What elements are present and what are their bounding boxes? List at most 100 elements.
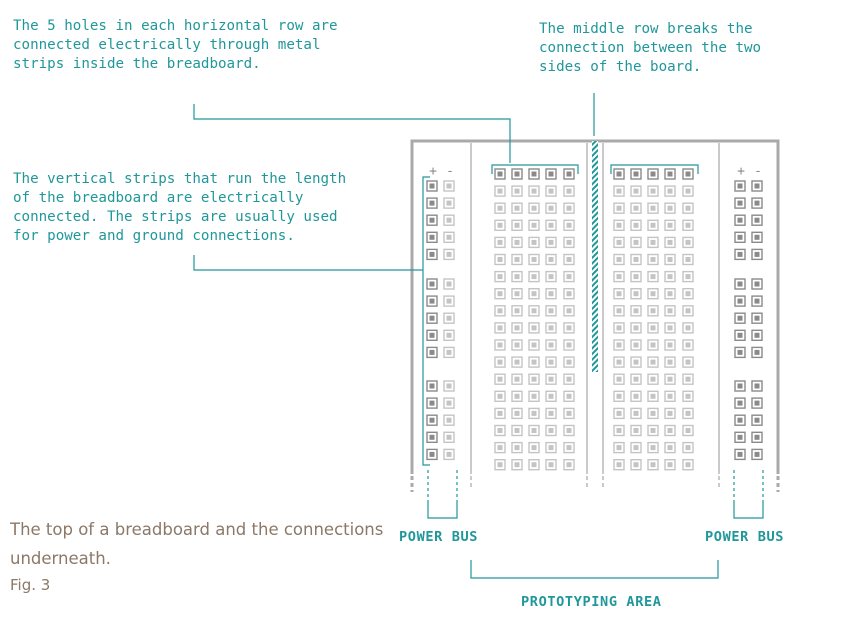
bus-hole-center	[446, 349, 452, 355]
terminal-hole-center	[566, 410, 572, 416]
bus-hole-center	[737, 234, 743, 240]
bus-hole-center	[737, 281, 743, 287]
bus-hole-center	[429, 281, 435, 287]
terminal-hole-center	[548, 462, 554, 468]
terminal-hole-center	[685, 188, 691, 194]
terminal-hole-center	[685, 445, 691, 451]
bus-hole-center	[446, 234, 452, 240]
terminal-hole-center	[514, 428, 520, 433]
leader-horizontal-rows	[193, 104, 511, 163]
terminal-hole-center	[685, 428, 691, 433]
terminal-hole-center	[650, 462, 656, 468]
bus-hole-center	[754, 315, 760, 321]
bus-hole-center	[737, 251, 743, 257]
terminal-hole-center	[531, 257, 537, 262]
terminal-hole-center	[566, 239, 572, 245]
terminal-hole-center	[616, 445, 622, 451]
terminal-hole-center	[531, 171, 537, 177]
terminal-hole-center	[497, 239, 503, 245]
terminal-hole-center	[685, 205, 691, 211]
terminal-hole-center	[548, 376, 554, 382]
bus-hole-center	[446, 183, 452, 189]
bus-hole-center	[754, 183, 760, 189]
annotation-line: for power and ground connections.	[13, 228, 295, 244]
terminal-hole-center	[667, 359, 673, 365]
terminal-hole-center	[650, 239, 656, 245]
terminal-hole-center	[650, 222, 656, 228]
terminal-hole-center	[497, 274, 503, 280]
terminal-hole-center	[685, 308, 691, 314]
terminal-hole-center	[566, 428, 572, 433]
terminal-hole-center	[685, 359, 691, 365]
annotation-line: connected. The strips are usually used	[13, 209, 338, 225]
bus-hole-center	[446, 417, 452, 423]
terminal-hole-center	[667, 188, 673, 194]
terminal-hole-center	[685, 393, 691, 399]
terminal-hole-center	[650, 171, 656, 177]
row-bracket-left	[491, 164, 579, 174]
terminal-hole-center	[548, 325, 554, 331]
terminal-hole-center	[497, 376, 503, 382]
bus-hole-center	[446, 451, 452, 457]
terminal-hole-center	[616, 308, 622, 314]
terminal-hole-center	[531, 462, 537, 468]
bus-hole-center	[446, 281, 452, 287]
terminal-hole-center	[650, 257, 656, 262]
divider-ticks	[470, 476, 720, 490]
terminal-hole-center	[531, 410, 537, 416]
terminal-hole-center	[616, 393, 622, 399]
terminal-hole-center	[514, 291, 520, 297]
terminal-hole-center	[497, 359, 503, 365]
bus-hole-center	[737, 183, 743, 189]
terminal-hole-center	[548, 410, 554, 416]
terminal-hole-center	[616, 325, 622, 331]
terminal-hole-center	[685, 171, 691, 177]
annotation-line: The vertical strips that run the length	[13, 171, 347, 187]
left-bus-plus-mark: +	[429, 164, 437, 179]
bus-hole-center	[429, 434, 435, 440]
terminal-hole-center	[531, 428, 537, 433]
terminal-hole-center	[514, 222, 520, 228]
terminal-hole-center	[685, 376, 691, 382]
terminal-hole-center	[514, 445, 520, 451]
terminal-hole-center	[566, 222, 572, 228]
terminal-hole-center	[514, 393, 520, 399]
terminal-hole-center	[566, 342, 572, 348]
terminal-hole-center	[633, 239, 639, 245]
bus-hole-center	[737, 383, 743, 389]
bus-hole-center	[429, 251, 435, 257]
terminal-hole-center	[566, 325, 572, 331]
terminal-hole-center	[650, 376, 656, 382]
terminal-hole-center	[633, 445, 639, 451]
bus-hole-center	[446, 383, 452, 389]
terminal-hole-center	[531, 376, 537, 382]
terminal-hole-center	[685, 462, 691, 468]
bus-hole-center	[737, 349, 743, 355]
terminal-hole-center	[616, 376, 622, 382]
bus-hole-center	[446, 200, 452, 206]
bus-hole-center	[754, 349, 760, 355]
terminal-hole-center	[566, 393, 572, 399]
bus-hole-center	[446, 251, 452, 257]
figure-number: Fig. 3	[10, 576, 51, 594]
prototyping-area-label: PROTOTYPING AREA	[521, 594, 662, 610]
terminal-hole-center	[616, 257, 622, 262]
bus-hole-center	[737, 315, 743, 321]
annotation-line: sides of the board.	[539, 59, 702, 75]
terminal-hole-center	[514, 376, 520, 382]
terminal-hole-center	[514, 257, 520, 262]
terminal-hole-center	[667, 257, 673, 262]
terminal-hole-center	[667, 410, 673, 416]
terminal-hole-center	[633, 325, 639, 331]
terminal-hole-center	[685, 342, 691, 348]
terminal-hole-center	[566, 171, 572, 177]
bus-hole-center	[429, 200, 435, 206]
row-bracket-right	[610, 164, 699, 174]
terminal-hole-center	[616, 205, 622, 211]
bus-hole-center	[446, 315, 452, 321]
terminal-hole-center	[548, 274, 554, 280]
terminal-hole-center	[667, 342, 673, 348]
middle-row-annotation: The middle row breaks the connection bet…	[539, 20, 761, 77]
terminal-hole-center	[497, 325, 503, 331]
terminal-hole-center	[548, 445, 554, 451]
